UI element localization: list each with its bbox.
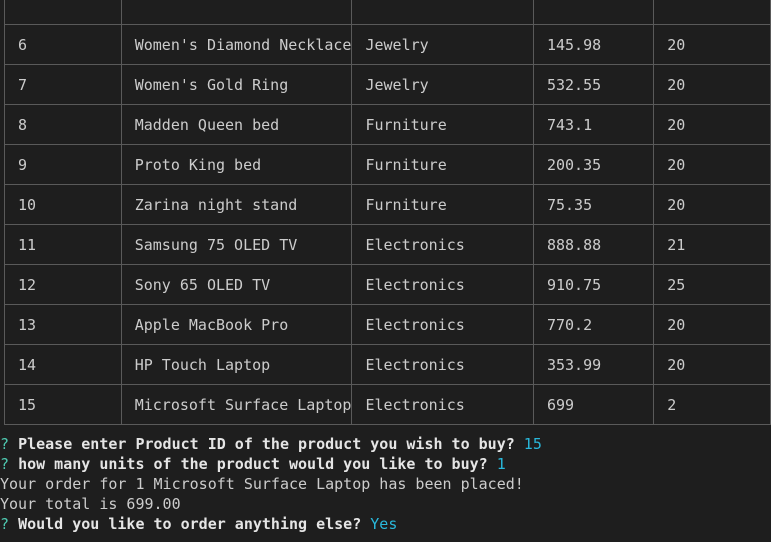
table-cell-id: 12 [4, 264, 122, 305]
table-cell-name [120, 0, 353, 25]
table-cell-id: 8 [4, 104, 122, 145]
table-cell-stock: 20 [653, 64, 771, 105]
products-table-body: 6 Women's Diamond Necklace Jewelry 145.98 20… [4, 0, 771, 425]
table-cell-price: 910.75 [532, 264, 655, 305]
table-cell-name: HP Touch Laptop [120, 344, 353, 385]
table-cell-name: Proto King bed [120, 144, 353, 185]
order-confirmation: Your order for 1 Microsoft Surface Lapto… [0, 475, 524, 493]
table-cell-stock: 20 [653, 24, 771, 65]
table-cell-department [351, 0, 534, 25]
table-cell-price: 200.35 [532, 144, 655, 185]
table-row: 14 HP Touch Laptop Electronics 353.99 20 [4, 344, 771, 385]
table-cell-stock: 20 [653, 184, 771, 225]
products-table: 6 Women's Diamond Necklace Jewelry 145.98 20… [4, 0, 771, 425]
table-cell-price: 145.98 [532, 24, 655, 65]
question-units: how many units of the product would you … [18, 455, 488, 473]
products-table-wrapper: 6 Women's Diamond Necklace Jewelry 145.98 20… [4, 0, 771, 425]
table-row: 13 Apple MacBook Pro Electronics 770.2 20 [4, 304, 771, 345]
table-cell-department: Electronics [351, 344, 534, 385]
table-cell-id [4, 0, 122, 25]
table-cell-stock: 25 [653, 264, 771, 305]
table-cell-id: 6 [4, 24, 122, 65]
table-cell-department: Jewelry [351, 24, 534, 65]
table-row [4, 0, 771, 25]
table-row: 6 Women's Diamond Necklace Jewelry 145.98 20 [4, 24, 771, 65]
table-cell-id: 15 [4, 384, 122, 425]
table-cell-stock: 20 [653, 344, 771, 385]
table-cell-price: 770.2 [532, 304, 655, 345]
table-cell-id: 11 [4, 224, 122, 265]
answer-units: 1 [496, 455, 506, 473]
table-row: 9 Proto King bed Furniture 200.35 20 [4, 144, 771, 185]
table-cell-department: Furniture [351, 144, 534, 185]
answer-product-id: 15 [523, 435, 542, 453]
question-mark-icon: ? [0, 455, 10, 473]
table-cell-name: Samsung 75 OLED TV [120, 224, 353, 265]
table-row: 12 Sony 65 OLED TV Electronics 910.75 25 [4, 264, 771, 305]
prompt-line-order-again[interactable]: ? Would you like to order anything else?… [0, 514, 771, 534]
table-cell-department: Furniture [351, 184, 534, 225]
table-row: 10 Zarina night stand Furniture 75.35 20 [4, 184, 771, 225]
table-cell-price: 743.1 [532, 104, 655, 145]
table-cell-stock: 21 [653, 224, 771, 265]
table-row: 11 Samsung 75 OLED TV Electronics 888.88 21 [4, 224, 771, 265]
table-cell-price: 888.88 [532, 224, 655, 265]
table-row: 8 Madden Queen bed Furniture 743.1 20 [4, 104, 771, 145]
table-cell-price: 353.99 [532, 344, 655, 385]
table-cell-name: Microsoft Surface Laptop [120, 384, 353, 425]
table-cell-name: Madden Queen bed [120, 104, 353, 145]
table-cell-price: 75.35 [532, 184, 655, 225]
table-cell-department: Jewelry [351, 64, 534, 105]
table-cell-department: Electronics [351, 384, 534, 425]
table-cell-department: Electronics [351, 304, 534, 345]
question-mark-icon: ? [0, 435, 10, 453]
question-mark-icon: ? [0, 515, 10, 533]
table-cell-id: 7 [4, 64, 122, 105]
table-row: 15 Microsoft Surface Laptop Electronics 699… [4, 384, 771, 425]
prompt-line-units: ? how many units of the product would yo… [0, 454, 771, 474]
order-total: Your total is 699.00 [0, 495, 181, 513]
table-cell-price: 532.55 [532, 64, 655, 105]
table-cell-name: Women's Diamond Necklace [120, 24, 353, 65]
table-cell-name: Sony 65 OLED TV [120, 264, 353, 305]
table-cell-stock: 20 [653, 144, 771, 185]
prompt-line-product-id: ? Please enter Product ID of the product… [0, 434, 771, 454]
table-cell-department: Furniture [351, 104, 534, 145]
table-cell-price [532, 0, 655, 25]
table-cell-price: 699 [532, 384, 655, 425]
table-cell-stock: 20 [653, 104, 771, 145]
table-cell-stock: 20 [653, 304, 771, 345]
table-cell-name: Zarina night stand [120, 184, 353, 225]
table-cell-name: Apple MacBook Pro [120, 304, 353, 345]
question-product-id: Please enter Product ID of the product y… [18, 435, 515, 453]
table-cell-stock: 2 [653, 384, 771, 425]
table-cell-department: Electronics [351, 264, 534, 305]
table-cell-id: 14 [4, 344, 122, 385]
prompt-area: ? Please enter Product ID of the product… [0, 434, 771, 534]
table-row: 7 Women's Gold Ring Jewelry 532.55 20 [4, 64, 771, 105]
table-cell-id: 13 [4, 304, 122, 345]
table-cell-id: 9 [4, 144, 122, 185]
table-cell-stock [653, 0, 771, 25]
answer-order-again: Yes [370, 515, 398, 533]
table-cell-name: Women's Gold Ring [120, 64, 353, 105]
question-order-again: Would you like to order anything else? [18, 515, 362, 533]
table-cell-department: Electronics [351, 224, 534, 265]
table-cell-id: 10 [4, 184, 122, 225]
